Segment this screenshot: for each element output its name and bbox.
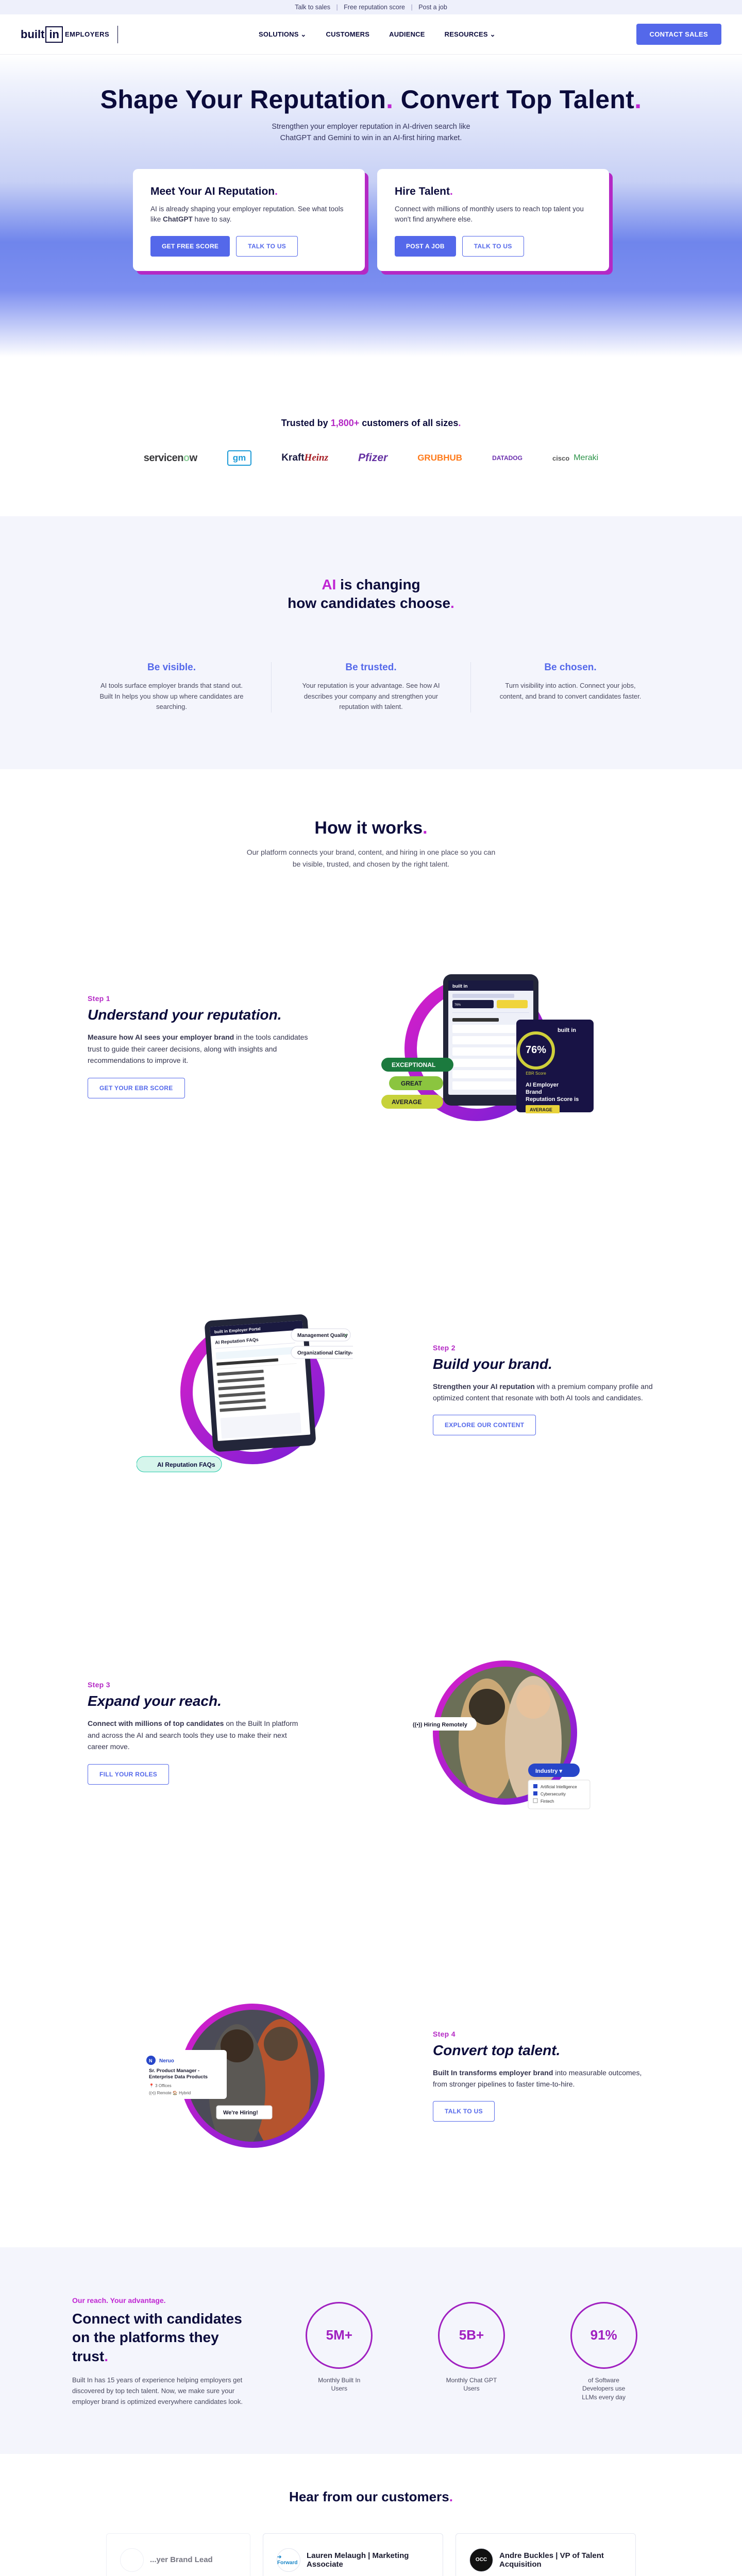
svg-text:built in: built in bbox=[558, 1027, 576, 1033]
svg-text:Neruo: Neruo bbox=[159, 2058, 174, 2064]
svg-text:📍 3 Offices: 📍 3 Offices bbox=[149, 2083, 172, 2088]
svg-text:76%: 76% bbox=[454, 1004, 461, 1007]
svg-text:AVERAGE: AVERAGE bbox=[530, 1107, 552, 1112]
svg-text:((•)) Hiring Remotely: ((•)) Hiring Remotely bbox=[413, 1722, 468, 1728]
svg-text:built in: built in bbox=[452, 984, 468, 989]
svg-text:We're Hiring!: We're Hiring! bbox=[223, 2110, 258, 2116]
svg-text:EXCEPTIONAL: EXCEPTIONAL bbox=[392, 1061, 435, 1069]
svg-text:Organizational Clarity: Organizational Clarity bbox=[297, 1350, 351, 1356]
svg-text:Cybersecurity: Cybersecurity bbox=[541, 1792, 566, 1797]
svg-text:Artificial Intelligence: Artificial Intelligence bbox=[541, 1785, 577, 1789]
svg-text:Enterprise Data Products: Enterprise Data Products bbox=[149, 2074, 208, 2080]
svg-text:Brand: Brand bbox=[526, 1089, 542, 1095]
svg-text:Fintech: Fintech bbox=[541, 1799, 554, 1804]
svg-text:GREAT: GREAT bbox=[401, 1080, 423, 1087]
svg-text:N: N bbox=[149, 2058, 153, 2063]
svg-text:Reputation Score is: Reputation Score is bbox=[526, 1096, 579, 1103]
svg-text:EBR Score: EBR Score bbox=[526, 1071, 546, 1076]
svg-text:Industry ▾: Industry ▾ bbox=[535, 1768, 562, 1774]
svg-text:AI Employer: AI Employer bbox=[526, 1082, 559, 1088]
svg-text:AVERAGE: AVERAGE bbox=[392, 1098, 421, 1106]
svg-text:Management Quality: Management Quality bbox=[297, 1333, 348, 1338]
svg-text:AI Reputation FAQs: AI Reputation FAQs bbox=[157, 1461, 215, 1468]
svg-text:✓: ✓ bbox=[344, 1333, 348, 1338]
svg-text:((•)) Remote 🏠 Hybrid: ((•)) Remote 🏠 Hybrid bbox=[149, 2091, 191, 2095]
svg-text:»: » bbox=[350, 1350, 353, 1356]
svg-text:76%: 76% bbox=[526, 1044, 546, 1056]
svg-text:Sr. Product Manager -: Sr. Product Manager - bbox=[149, 2068, 199, 2074]
